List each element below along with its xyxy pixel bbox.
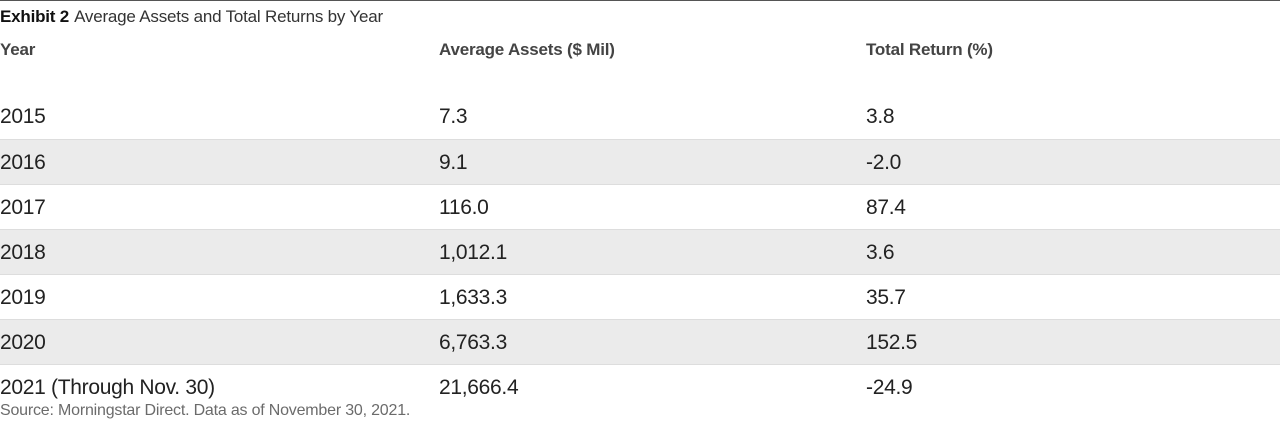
top-rule [0,0,1280,1]
cell-total-return: 3.8 [866,105,895,128]
exhibit-title-text: Average Assets and Total Returns by Year [74,7,383,26]
exhibit-label: Exhibit 2 [0,7,70,26]
cell-total-return: 35.7 [866,286,906,309]
cell-average-assets: 1,012.1 [439,241,507,264]
cell-average-assets: 1,633.3 [439,286,507,309]
cell-average-assets: 6,763.3 [439,331,507,354]
table-body: 2015 7.3 3.8 2016 9.1 -2.0 2017 116.0 87… [0,94,1280,409]
cell-year: 2016 [0,151,46,174]
cell-year: 2019 [0,286,46,309]
cell-average-assets: 9.1 [439,151,468,174]
cell-total-return: 3.6 [866,241,895,264]
cell-year: 2015 [0,105,46,128]
cell-average-assets: 21,666.4 [439,376,519,399]
column-header-year: Year [0,40,36,59]
table-header: Year Average Assets ($ Mil) Total Return… [0,38,1280,68]
cell-average-assets: 116.0 [439,196,489,219]
table-row: 2015 7.3 3.8 [0,94,1280,139]
table-row: 2021 (Through Nov. 30) 21,666.4 -24.9 [0,364,1280,409]
cell-year: 2021 (Through Nov. 30) [0,376,215,399]
cell-total-return: -24.9 [866,376,913,399]
exhibit-title: Exhibit 2 Average Assets and Total Return… [0,6,383,28]
column-header-average-assets: Average Assets ($ Mil) [439,40,615,59]
cell-year: 2017 [0,196,46,219]
cell-total-return: -2.0 [866,151,901,174]
cell-total-return: 87.4 [866,196,906,219]
cell-year: 2018 [0,241,46,264]
cell-year: 2020 [0,331,46,354]
cell-total-return: 152.5 [866,331,918,354]
column-header-total-return: Total Return (%) [866,40,993,59]
table-row: 2018 1,012.1 3.6 [0,229,1280,274]
table-row: 2020 6,763.3 152.5 [0,319,1280,364]
table-row: 2019 1,633.3 35.7 [0,274,1280,319]
table-row: 2017 116.0 87.4 [0,184,1280,229]
source-note: Source: Morningstar Direct. Data as of N… [0,402,411,419]
table-row: 2016 9.1 -2.0 [0,139,1280,184]
cell-average-assets: 7.3 [439,105,468,128]
